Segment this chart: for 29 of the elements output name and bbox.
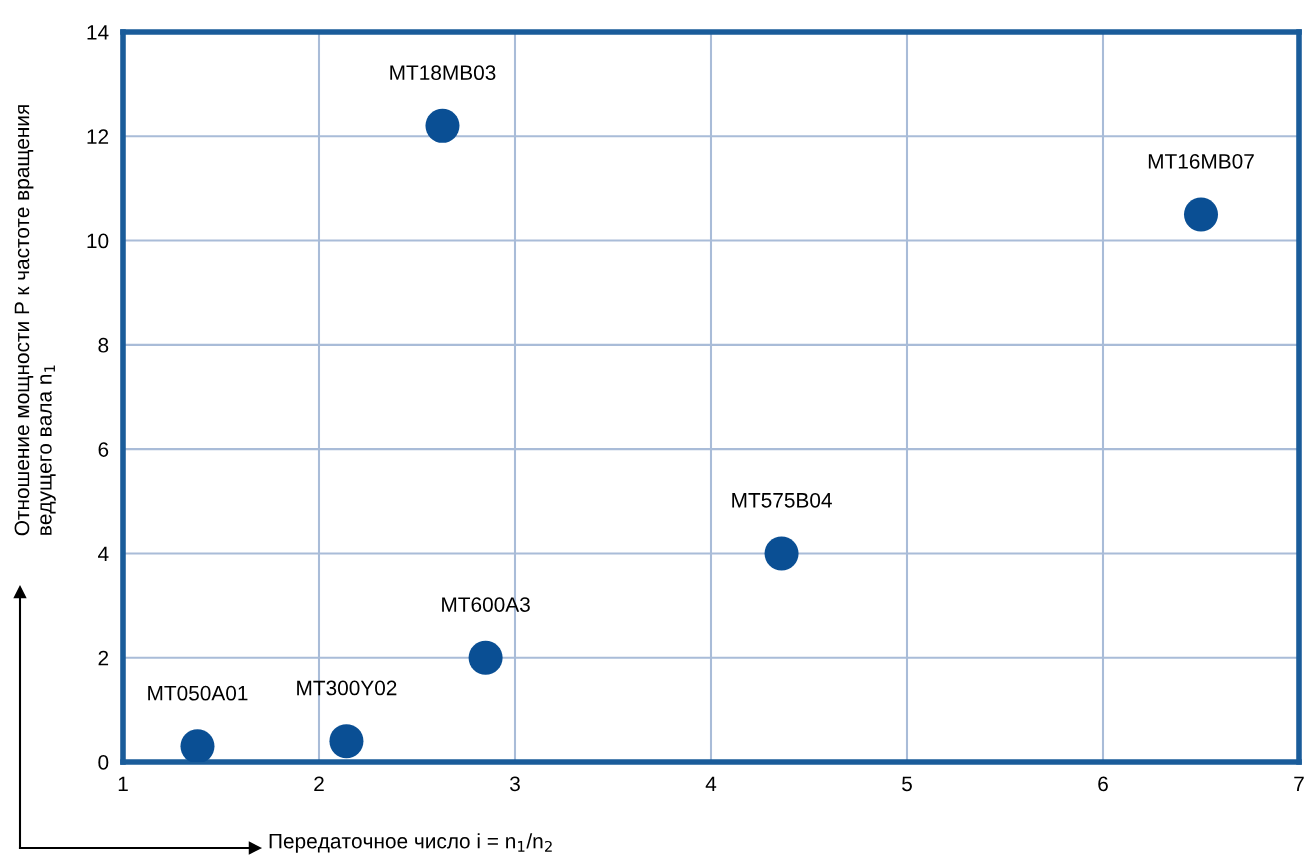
annotation: MT575B04 [732, 492, 832, 508]
y-tick-label: 14 [87, 25, 109, 40]
point [425, 108, 460, 143]
x-tick-label: 3 [510, 776, 520, 792]
point [180, 729, 215, 762]
annotation: MT300Y02 [297, 680, 397, 696]
x-tick-label: 5 [902, 776, 912, 792]
annotation: MT050A01 [148, 685, 248, 701]
x-tick-label: 7 [1294, 776, 1304, 791]
y-tick-label: 12 [87, 129, 109, 144]
y-tick-label: 8 [98, 337, 109, 353]
annotation: MT16MB07 [1148, 153, 1254, 169]
x-tick-label: 2 [314, 776, 324, 791]
x-tick-label: 4 [705, 776, 717, 791]
y-tick-label: 4 [98, 546, 109, 561]
y-tick-label: 10 [87, 233, 109, 249]
x-tick-label: 6 [1098, 776, 1108, 792]
point [764, 536, 799, 571]
annotation: MT600A3 [442, 597, 530, 612]
y-axis-title: Отношение мощности P к частоте вращения ведущего вала n$_{1}$ [14, 105, 56, 536]
point [1183, 197, 1219, 232]
point [329, 724, 364, 759]
y-tick-label: 2 [98, 650, 109, 666]
annotation: MT18MB03 [390, 65, 496, 81]
x-tick-label: 1 [118, 776, 128, 791]
y-tick-label: 6 [98, 442, 109, 457]
x-axis-title: Передаточное число i = n$_{1}$/n$_{2}$ [269, 833, 552, 853]
y-tick-label: 0 [98, 755, 109, 770]
point [468, 640, 503, 675]
